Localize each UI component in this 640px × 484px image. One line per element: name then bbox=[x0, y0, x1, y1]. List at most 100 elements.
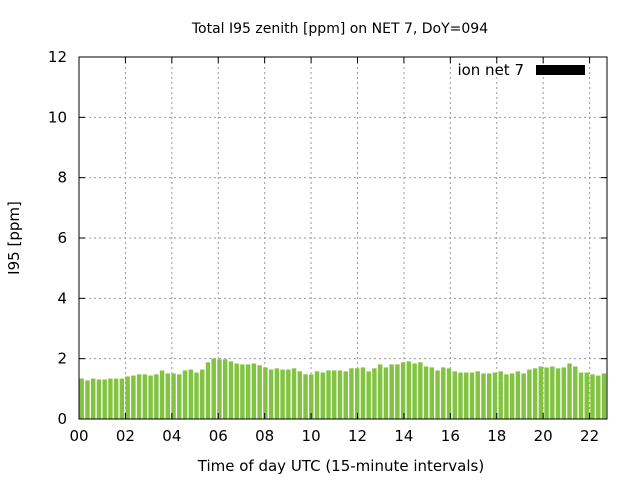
bar bbox=[521, 373, 526, 419]
bar bbox=[418, 362, 423, 419]
x-tick-label: 04 bbox=[162, 427, 181, 445]
bar bbox=[217, 359, 222, 419]
bar bbox=[332, 370, 337, 419]
bar bbox=[108, 378, 113, 419]
chart-title: Total I95 zenith [ppm] on NET 7, DoY=094 bbox=[191, 21, 488, 37]
bar bbox=[251, 363, 257, 419]
bar bbox=[441, 367, 446, 419]
bar bbox=[550, 366, 555, 419]
bar bbox=[113, 378, 119, 419]
bar bbox=[268, 369, 274, 419]
bar bbox=[383, 367, 389, 419]
bar bbox=[182, 370, 188, 419]
x-tick-label: 00 bbox=[69, 427, 88, 445]
bar bbox=[446, 368, 452, 419]
bar bbox=[177, 374, 182, 419]
bar bbox=[498, 371, 503, 419]
x-tick-label: 20 bbox=[534, 427, 553, 445]
x-tick-label: 22 bbox=[580, 427, 599, 445]
bar bbox=[125, 376, 130, 419]
bar bbox=[102, 379, 107, 419]
bar bbox=[561, 367, 567, 419]
bar bbox=[509, 373, 515, 419]
plot-frame bbox=[78, 56, 608, 420]
bar bbox=[532, 368, 538, 419]
y-axis-label: I95 [ppm] bbox=[5, 201, 23, 275]
bar bbox=[458, 372, 463, 419]
bar bbox=[486, 373, 492, 419]
bar bbox=[85, 380, 90, 419]
y-tick-label: 0 bbox=[57, 410, 67, 428]
legend: ion net 7 bbox=[457, 61, 585, 79]
bar bbox=[354, 368, 360, 419]
y-tick-label: 10 bbox=[48, 108, 67, 126]
bar bbox=[245, 364, 251, 419]
bar bbox=[492, 372, 498, 419]
x-tick-label: 02 bbox=[116, 427, 135, 445]
bar bbox=[297, 371, 303, 419]
bar bbox=[136, 374, 142, 419]
bar bbox=[538, 366, 544, 419]
bars bbox=[79, 358, 607, 419]
bar bbox=[389, 364, 394, 419]
bar bbox=[90, 378, 96, 419]
bar bbox=[286, 369, 291, 419]
bar bbox=[240, 364, 245, 419]
bar bbox=[165, 373, 171, 419]
bar bbox=[515, 371, 521, 419]
bar bbox=[452, 371, 457, 419]
bar bbox=[263, 367, 268, 419]
bar bbox=[590, 374, 595, 419]
bar bbox=[257, 365, 262, 419]
bar bbox=[601, 373, 607, 419]
bar bbox=[320, 372, 325, 419]
y-tick-label: 2 bbox=[57, 350, 67, 368]
bar bbox=[309, 374, 314, 419]
bar bbox=[228, 361, 234, 419]
bar bbox=[222, 359, 228, 419]
bar bbox=[211, 358, 216, 419]
bar bbox=[366, 371, 371, 419]
x-tick-label: 18 bbox=[487, 427, 506, 445]
bar bbox=[464, 372, 469, 419]
bar bbox=[303, 374, 308, 419]
bar bbox=[527, 369, 532, 419]
bar bbox=[406, 361, 412, 419]
y-tick-label: 4 bbox=[57, 289, 67, 307]
bar bbox=[205, 362, 211, 419]
bar bbox=[119, 378, 125, 419]
bar bbox=[400, 362, 406, 419]
bar bbox=[395, 364, 400, 419]
bar bbox=[154, 374, 159, 419]
bar bbox=[148, 375, 153, 419]
bar bbox=[326, 370, 331, 419]
y-tick-label: 6 bbox=[57, 229, 67, 247]
bar bbox=[469, 372, 475, 419]
bar bbox=[377, 364, 383, 419]
bar bbox=[504, 374, 509, 419]
bar bbox=[274, 368, 280, 419]
bar bbox=[314, 371, 320, 419]
bar bbox=[349, 368, 354, 419]
y-tick-label: 8 bbox=[57, 169, 67, 187]
bar bbox=[544, 367, 549, 419]
bar bbox=[280, 369, 285, 419]
bar bbox=[481, 373, 486, 419]
bar bbox=[159, 370, 165, 419]
x-tick-label: 14 bbox=[394, 427, 413, 445]
bar bbox=[360, 367, 366, 419]
bar bbox=[567, 363, 572, 419]
bar bbox=[596, 375, 601, 419]
legend-key bbox=[536, 65, 585, 75]
bar bbox=[435, 370, 440, 419]
x-tick-label: 12 bbox=[348, 427, 367, 445]
bar bbox=[573, 366, 578, 419]
legend-label: ion net 7 bbox=[457, 61, 524, 79]
bar bbox=[96, 379, 102, 419]
bar bbox=[291, 368, 297, 419]
bar bbox=[171, 373, 176, 419]
bar bbox=[423, 366, 429, 419]
bar bbox=[131, 375, 136, 419]
